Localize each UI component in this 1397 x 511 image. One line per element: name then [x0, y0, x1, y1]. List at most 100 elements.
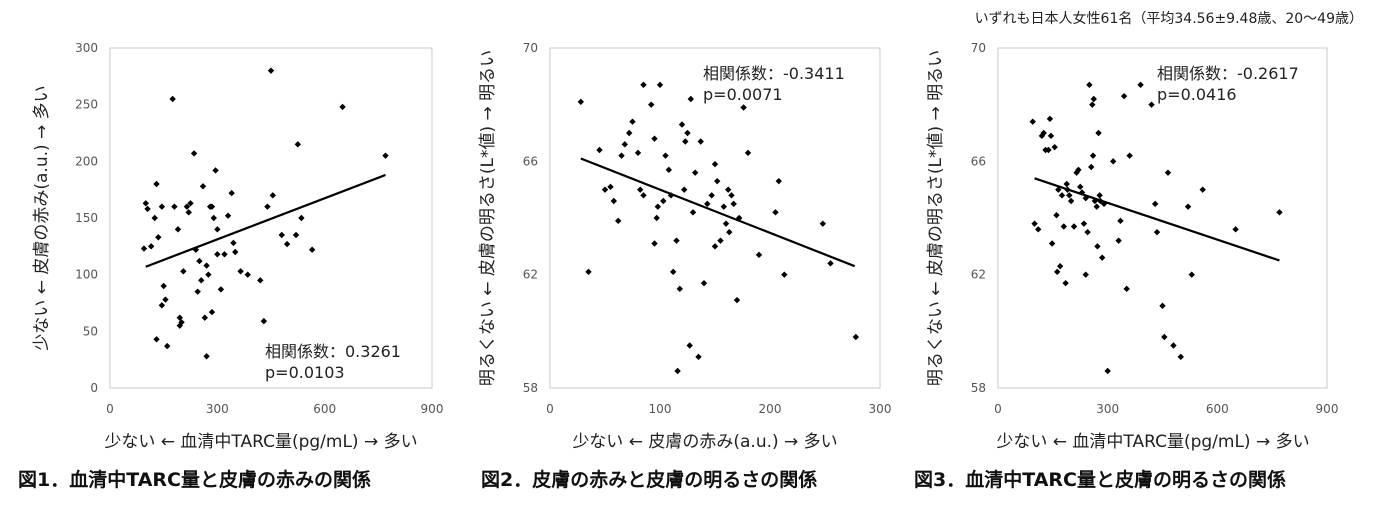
- correlation-annotation: p=0.0071: [703, 85, 783, 104]
- data-point: [151, 214, 158, 222]
- data-point: [214, 251, 221, 258]
- data-point: [1137, 81, 1144, 89]
- y-tick-label: 300: [75, 41, 98, 55]
- data-point: [717, 237, 724, 244]
- data-point: [662, 152, 669, 159]
- y-tick-label: 200: [75, 154, 98, 168]
- data-point: [203, 353, 210, 360]
- y-tick-label: 62: [523, 268, 538, 282]
- data-point: [676, 285, 683, 293]
- data-point: [283, 240, 291, 248]
- x-tick-label: 300: [206, 402, 229, 416]
- data-point: [651, 135, 658, 142]
- data-point: [1177, 353, 1184, 361]
- data-point: [205, 271, 212, 278]
- data-point: [728, 192, 735, 199]
- data-point: [733, 296, 741, 304]
- x-tick-label: 300: [1096, 402, 1119, 416]
- trend-line: [580, 157, 856, 268]
- data-point: [232, 248, 239, 256]
- data-point: [1080, 220, 1088, 227]
- data-point: [640, 192, 647, 199]
- sample-note: いずれも日本人女性61名（平均34.56±9.48歳、20～49歳）: [974, 11, 1363, 27]
- data-point: [682, 138, 689, 145]
- y-axis-label: 少ない ← 皮膚の赤み(a.u.) → 多い: [32, 85, 52, 350]
- data-point: [1089, 101, 1096, 108]
- y-tick-label: 70: [523, 41, 538, 55]
- data-point: [1104, 367, 1111, 375]
- data-point: [1089, 152, 1097, 159]
- data-point: [621, 141, 628, 148]
- data-point: [726, 228, 733, 236]
- data-point: [852, 333, 859, 341]
- data-point: [1029, 118, 1036, 125]
- data-point: [1070, 223, 1078, 230]
- x-axis-label: 少ない ← 血清中TARC量(pg/mL) → 多い: [104, 432, 417, 452]
- data-point: [640, 81, 647, 89]
- x-tick-label: 0: [546, 402, 554, 416]
- data-point: [1123, 285, 1130, 293]
- data-point: [278, 231, 285, 239]
- caption-fig1: 図1．血清中TARC量と皮膚の赤みの関係: [18, 469, 371, 491]
- data-point: [230, 239, 237, 247]
- data-point: [171, 203, 178, 210]
- data-point: [1093, 203, 1100, 210]
- plot-frame: [109, 47, 433, 389]
- data-point: [1067, 197, 1075, 205]
- data-point: [670, 268, 677, 276]
- data-point: [697, 138, 704, 145]
- data-point: [1088, 163, 1095, 171]
- data-point: [298, 214, 305, 222]
- x-tick-label: 0: [106, 402, 114, 416]
- data-point: [1040, 129, 1047, 137]
- data-point: [228, 189, 235, 197]
- data-point: [292, 231, 300, 239]
- data-point: [1148, 101, 1155, 108]
- data-point: [1188, 271, 1195, 278]
- data-point: [1126, 152, 1133, 159]
- data-point: [629, 118, 636, 125]
- data-point: [201, 314, 209, 321]
- data-point: [1062, 279, 1069, 287]
- data-point: [339, 103, 346, 111]
- data-point: [244, 271, 251, 278]
- data-point: [1164, 169, 1172, 176]
- data-point: [208, 308, 216, 316]
- x-axis-label: 少ない ← 皮膚の赤み(a.u.) → 多い: [572, 432, 837, 452]
- data-point: [308, 246, 316, 253]
- data-point: [203, 262, 210, 269]
- data-point: [689, 209, 697, 216]
- data-point: [1056, 262, 1064, 270]
- data-point: [618, 152, 625, 159]
- data-point: [692, 169, 699, 176]
- y-tick-label: 58: [523, 381, 538, 395]
- data-point: [1098, 254, 1106, 261]
- y-axis-label: 明るくない ← 皮膚の明るさ(L*値) → 明るい: [478, 50, 498, 386]
- data-point: [1090, 95, 1097, 103]
- data-point: [267, 67, 275, 74]
- y-tick-label: 66: [523, 154, 538, 168]
- data-point: [744, 149, 752, 157]
- correlation-annotation: 相関係数：0.3261: [265, 342, 401, 361]
- data-point: [775, 177, 782, 185]
- y-axis-label: 明るくない ← 皮膚の明るさ(L*値) → 明るい: [926, 50, 946, 386]
- data-point: [678, 121, 686, 128]
- data-point: [190, 150, 198, 157]
- data-point: [1045, 146, 1052, 154]
- x-tick-label: 600: [313, 402, 336, 416]
- data-point: [626, 129, 633, 137]
- data-point: [196, 257, 203, 265]
- data-point: [1151, 200, 1159, 208]
- data-point: [237, 268, 244, 275]
- data-point: [158, 203, 166, 210]
- data-point: [1077, 183, 1084, 191]
- x-tick-label: 100: [649, 402, 672, 416]
- y-tick-label: 150: [75, 211, 98, 225]
- data-point: [1115, 237, 1122, 244]
- x-tick-label: 600: [1206, 402, 1229, 416]
- x-tick-label: 900: [1316, 402, 1339, 416]
- data-point: [257, 277, 264, 284]
- data-point: [660, 197, 667, 205]
- data-point: [725, 186, 732, 193]
